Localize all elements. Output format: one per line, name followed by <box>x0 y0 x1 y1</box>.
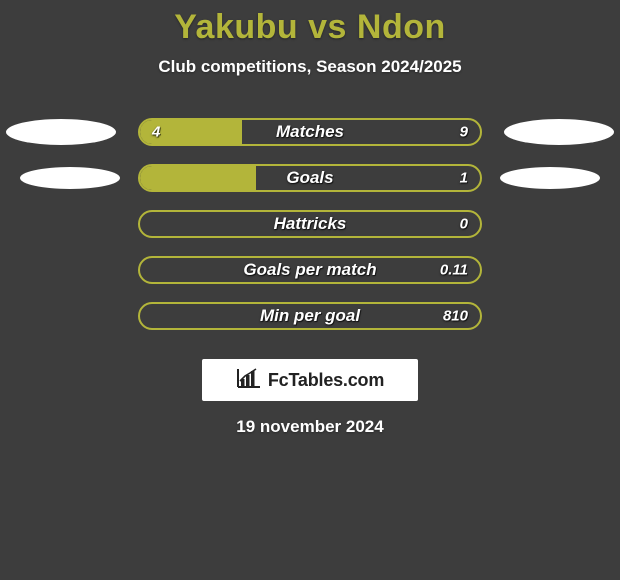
logo-text: FcTables.com <box>268 370 384 391</box>
stat-label: Goals per match <box>140 260 480 280</box>
page-subtitle: Club competitions, Season 2024/2025 <box>0 57 620 77</box>
stat-row: Hattricks0 <box>0 201 620 247</box>
player-left-marker <box>20 167 120 189</box>
stat-right-value: 810 <box>443 308 468 325</box>
player-right-marker <box>500 167 600 189</box>
stat-bar: 4Matches9 <box>138 118 482 146</box>
stat-label: Hattricks <box>140 214 480 234</box>
stat-right-value: 9 <box>460 124 468 141</box>
page-title: Yakubu vs Ndon <box>0 0 620 47</box>
logo-box: FcTables.com <box>202 359 418 401</box>
stat-row: 4Matches9 <box>0 109 620 155</box>
stat-right-value: 1 <box>460 170 468 187</box>
stat-right-value: 0 <box>460 216 468 233</box>
date-line: 19 november 2024 <box>0 417 620 437</box>
stat-row: Min per goal810 <box>0 293 620 339</box>
stat-bar: Min per goal810 <box>138 302 482 330</box>
stat-bar: Hattricks0 <box>138 210 482 238</box>
comparison-rows: 4Matches9 Goals1 Hattricks0 Goals per match… <box>0 109 620 339</box>
stat-bar: Goals per match0.11 <box>138 256 482 284</box>
stat-bar: Goals1 <box>138 164 482 192</box>
stat-bar-fill <box>140 120 242 144</box>
stat-label: Min per goal <box>140 306 480 326</box>
player-left-marker <box>6 119 116 145</box>
stat-bar-fill <box>140 166 256 190</box>
stat-row: Goals per match0.11 <box>0 247 620 293</box>
page-root: Yakubu vs Ndon Club competitions, Season… <box>0 0 620 580</box>
stat-right-value: 0.11 <box>440 262 468 279</box>
player-right-marker <box>504 119 614 145</box>
bar-chart-icon <box>236 367 262 394</box>
stat-row: Goals1 <box>0 155 620 201</box>
